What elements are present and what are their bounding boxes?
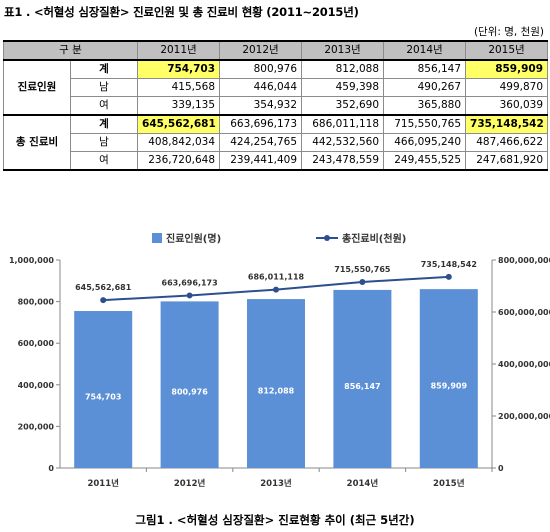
table-cell: 354,932 — [219, 96, 303, 116]
table-cell: 446,044 — [219, 78, 303, 97]
sub-label: 계 — [69, 114, 139, 134]
bar-data-label: 856,147 — [344, 382, 380, 391]
y-left-tick-label: 400,000 — [18, 381, 55, 390]
table-cell: 339,135 — [137, 96, 221, 116]
table-cell: 408,842,034 — [137, 133, 221, 152]
table-cell: 663,696,173 — [219, 114, 303, 134]
y-left-tick-label: 0 — [48, 464, 54, 473]
bar — [333, 289, 392, 468]
header-year: 2012년 — [219, 40, 303, 61]
sub-label: 여 — [69, 96, 139, 116]
line-data-label: 663,696,173 — [162, 278, 218, 287]
group-label: 진료인원 — [3, 59, 71, 116]
sub-label: 남 — [69, 133, 139, 152]
sub-label: 남 — [69, 78, 139, 97]
bar — [74, 311, 133, 468]
table-row: 진료인원 계 754,703 800,976 812,088 856,147 8… — [3, 59, 549, 116]
x-tick-label: 2011년 — [87, 478, 119, 489]
table-cell: 243,478,559 — [301, 151, 385, 171]
y-left-tick-label: 800,000 — [18, 298, 55, 307]
sub-label: 계 — [69, 59, 139, 79]
table-cell: 487,466,622 — [465, 133, 549, 152]
bar-data-label: 859,909 — [431, 382, 468, 391]
y-left-tick-label: 200,000 — [18, 422, 55, 431]
header-group: 구 분 — [2, 40, 139, 61]
bar-data-label: 812,088 — [258, 387, 295, 396]
table-cell: 352,690 — [301, 96, 385, 116]
table-cell: 490,267 — [383, 78, 467, 97]
legend-label: 진료인원(명) — [166, 232, 221, 245]
table-cell: 499,870 — [465, 78, 549, 97]
legend-marker — [324, 235, 330, 241]
x-tick-label: 2014년 — [347, 478, 379, 489]
legend-label: 총진료비(천원) — [342, 232, 406, 245]
x-tick-label: 2015년 — [433, 478, 465, 489]
y-left-tick-label: 600,000 — [18, 339, 55, 348]
legend-swatch-bar — [152, 233, 162, 243]
line-point — [445, 273, 452, 280]
table-row: 남 415,568 446,044 459,398 490,267 499,87… — [4, 78, 549, 97]
table-title: 표1 . <허혈성 심장질환> 진료인원 및 총 진료비 현황 (2011~20… — [4, 5, 359, 19]
table-row: 총 진료비 계 645,562,681 663,696,173 686,011,… — [3, 114, 549, 171]
y-right-tick-label: 800,000,000 — [498, 256, 550, 265]
y-right-tick-label: 200,000,000 — [498, 412, 550, 421]
table-cell: 236,720,648 — [137, 151, 221, 171]
header-year: 2013년 — [301, 40, 385, 61]
table-cell: 800,976 — [219, 59, 303, 79]
line-data-label: 715,550,765 — [334, 265, 391, 274]
bar-data-label: 800,976 — [171, 388, 208, 397]
header-year: 2011년 — [137, 40, 221, 61]
table-cell: 249,455,525 — [383, 151, 467, 171]
table-cell: 466,095,240 — [383, 133, 467, 152]
line-point — [273, 286, 279, 293]
table-cell: 415,568 — [137, 78, 221, 97]
table-cell: 812,088 — [301, 59, 385, 79]
table-cell: 247,681,920 — [465, 151, 549, 171]
combo-chart: 진료인원(명) 총진료비(천원) 0 200,000 400,000 600,000 800… — [9, 232, 550, 489]
figure-caption: 그림1 . <허혈성 심장질환> 진료현황 추이 (최근 5년간) — [135, 513, 415, 527]
table-cell: 735,148,542 — [465, 114, 549, 134]
y-left-tick-label: 1,000,000 — [9, 256, 54, 265]
sub-label: 여 — [69, 151, 139, 171]
bar-data-label: 754,703 — [85, 393, 121, 402]
y-right-tick-label: 0 — [498, 464, 504, 473]
line-data-label: 645,562,681 — [75, 283, 132, 292]
y-right-tick-label: 400,000,000 — [498, 360, 550, 369]
line-data-label: 686,011,118 — [248, 273, 305, 282]
table-cell: 360,039 — [465, 96, 549, 116]
table-cell: 856,147 — [383, 59, 467, 79]
table-cell: 365,880 — [383, 96, 467, 116]
bar — [247, 299, 305, 468]
x-tick-label: 2012년 — [174, 478, 206, 489]
header-year: 2014년 — [383, 40, 467, 61]
bar — [160, 301, 219, 468]
table-cell: 754,703 — [137, 59, 221, 79]
unit-note: (단위: 명, 천원) — [473, 26, 544, 38]
header-year: 2015년 — [465, 40, 549, 61]
table-row: 여 339,135 354,932 352,690 365,880 360,03… — [4, 96, 549, 116]
table-cell: 686,011,118 — [301, 114, 385, 134]
table-header-row: 구 분 2011년 2012년 2013년 2014년 2015년 — [2, 40, 549, 61]
table-cell: 239,441,409 — [219, 151, 303, 171]
table-row: 여 236,720,648 239,441,409 243,478,559 24… — [3, 151, 549, 171]
table-row: 남 408,842,034 424,254,765 442,532,560 46… — [4, 133, 549, 152]
table-cell: 715,550,765 — [383, 114, 467, 134]
line-point — [100, 297, 107, 304]
group-label: 총 진료비 — [3, 114, 71, 171]
table-cell: 442,532,560 — [301, 133, 385, 152]
line-point — [359, 278, 366, 285]
table-cell: 459,398 — [301, 78, 385, 97]
x-tick-label: 2013년 — [260, 478, 292, 489]
table-cell: 645,562,681 — [137, 114, 221, 134]
bar — [419, 289, 478, 468]
stats-table: 구 분 2011년 2012년 2013년 2014년 2015년 진료인원 계… — [2, 40, 549, 171]
line-point — [186, 292, 193, 299]
table-cell: 424,254,765 — [219, 133, 303, 152]
y-right-tick-label: 600,000,000 — [498, 308, 550, 317]
line-data-label: 735,148,542 — [421, 260, 477, 269]
table-cell: 859,909 — [465, 59, 549, 79]
